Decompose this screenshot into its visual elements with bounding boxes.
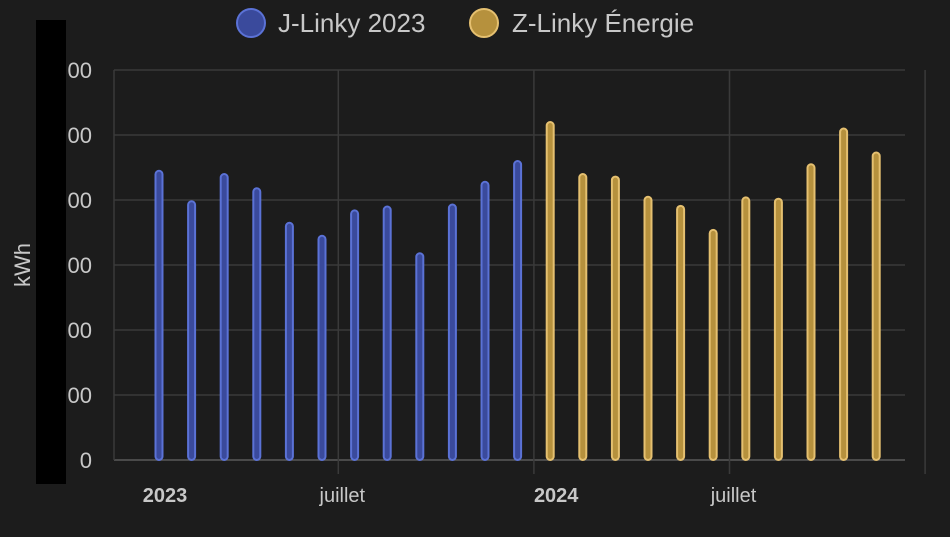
bar-z-linky-6[interactable] xyxy=(708,228,718,461)
grid xyxy=(113,69,926,474)
legend-swatch xyxy=(469,8,499,38)
y-tick-label: 0 xyxy=(80,448,92,473)
y-tick-label: 00 xyxy=(68,253,92,278)
x-tick-label: juillet xyxy=(710,485,757,507)
x-tick-label: 2024 xyxy=(534,485,579,507)
bar-j-linky-10[interactable] xyxy=(447,203,457,461)
y-tick-label: 00 xyxy=(68,58,92,83)
y-tick-label: 00 xyxy=(68,188,92,213)
bar-z-linky-3[interactable] xyxy=(610,175,620,461)
bar-j-linky-3[interactable] xyxy=(219,173,229,461)
bar-z-linky-8[interactable] xyxy=(773,197,783,461)
x-axis-ticks: 2023 juillet 2024 juillet xyxy=(143,485,757,507)
legend[interactable]: J-Linky 2023 Z-Linky Énergie xyxy=(236,8,694,38)
bar-z-linky-11[interactable] xyxy=(871,151,881,462)
y-tick-label: 00 xyxy=(68,318,92,343)
bar-j-linky-1[interactable] xyxy=(154,169,164,461)
bar-z-linky-10[interactable] xyxy=(839,127,849,461)
bar-j-linky-8[interactable] xyxy=(382,205,392,461)
x-tick-label: 2023 xyxy=(143,485,188,507)
legend-label: J-Linky 2023 xyxy=(278,8,425,38)
bar-j-linky-9[interactable] xyxy=(415,252,425,461)
bar-j-linky-7[interactable] xyxy=(350,209,360,461)
legend-label: Z-Linky Énergie xyxy=(512,8,694,38)
legend-item-z-linky[interactable]: Z-Linky Énergie xyxy=(469,8,694,38)
bar-z-linky-7[interactable] xyxy=(741,196,751,461)
redaction-mask xyxy=(36,20,66,484)
bar-z-linky-9[interactable] xyxy=(806,163,816,461)
bar-j-linky-4[interactable] xyxy=(252,187,262,462)
bar-j-linky-5[interactable] xyxy=(284,221,294,461)
bar-z-linky-2[interactable] xyxy=(578,173,588,461)
legend-item-j-linky[interactable]: J-Linky 2023 xyxy=(236,8,425,38)
bar-z-linky-1[interactable] xyxy=(545,121,555,461)
x-tick-label: juillet xyxy=(319,485,366,507)
bar-z-linky-5[interactable] xyxy=(676,204,686,461)
bars xyxy=(154,121,881,462)
bar-j-linky-6[interactable] xyxy=(317,234,327,461)
y-tick-label: 00 xyxy=(68,123,92,148)
bar-z-linky-4[interactable] xyxy=(643,195,653,461)
y-tick-label: 00 xyxy=(68,383,92,408)
bar-j-linky-12[interactable] xyxy=(513,160,523,461)
y-axis-title: kWh xyxy=(10,243,35,287)
bar-j-linky-2[interactable] xyxy=(187,200,197,462)
bar-j-linky-11[interactable] xyxy=(480,180,490,462)
legend-swatch xyxy=(236,8,266,38)
